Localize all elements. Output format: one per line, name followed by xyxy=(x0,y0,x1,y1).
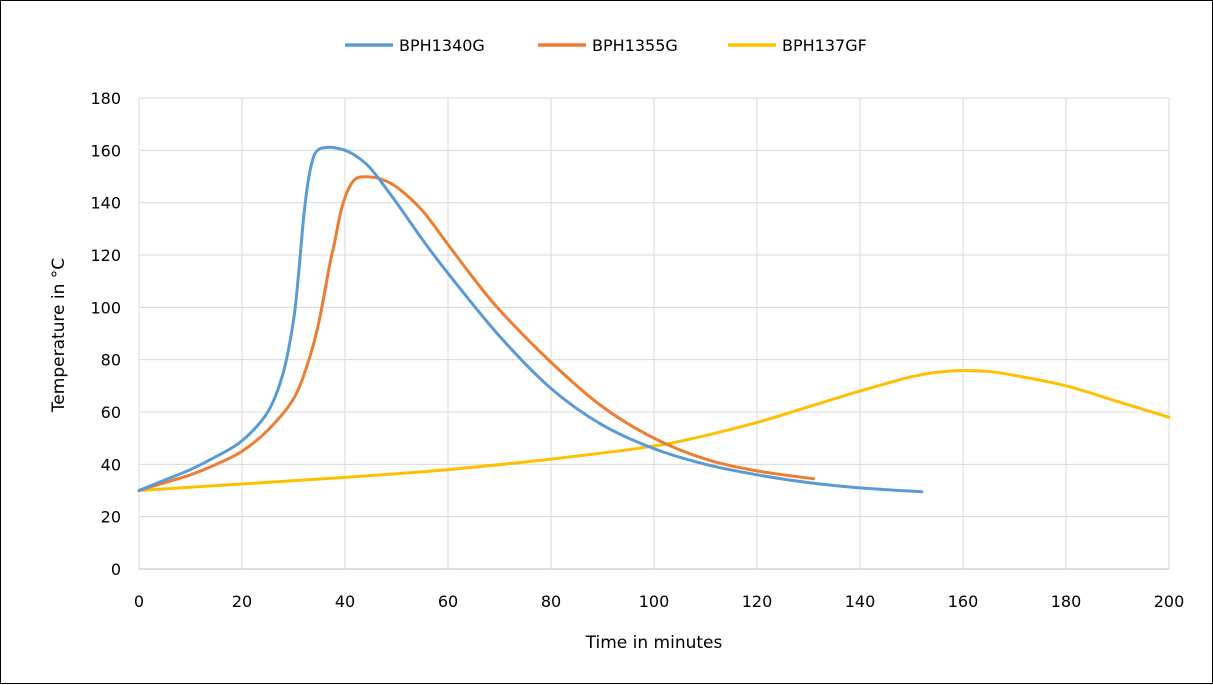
y-tick-label: 60 xyxy=(101,403,121,422)
x-axis-title: Time in minutes xyxy=(585,633,723,653)
x-tick-label: 180 xyxy=(1051,592,1082,611)
y-tick-label: 100 xyxy=(90,298,121,317)
legend-label: BPH1340G xyxy=(399,36,485,55)
y-tick-label: 160 xyxy=(90,141,121,160)
axes: 0 20 40 60 80 100 120 140 160 180 0 20 40 60 80 100 120 1… xyxy=(90,89,1184,611)
x-tick-label: 160 xyxy=(948,592,979,611)
legend: BPH1340G BPH1355G BPH137GF xyxy=(345,36,867,55)
series-lines xyxy=(137,145,1171,494)
legend-label: BPH1355G xyxy=(592,36,678,55)
y-tick-label: 40 xyxy=(101,455,121,474)
y-tick-label: 0 xyxy=(111,560,121,579)
series-line-bph137gf xyxy=(137,369,1171,492)
x-tick-label: 200 xyxy=(1154,592,1185,611)
x-tick-label: 0 xyxy=(134,592,144,611)
series-line-bph1340g xyxy=(137,145,924,494)
x-tick-label: 100 xyxy=(639,592,670,611)
x-tick-label: 40 xyxy=(335,592,355,611)
x-tick-label: 20 xyxy=(232,592,252,611)
y-axis-title: Temperature in °C xyxy=(49,258,69,413)
x-tick-label: 120 xyxy=(742,592,773,611)
y-tick-label: 140 xyxy=(90,194,121,213)
y-tick-label: 180 xyxy=(90,89,121,108)
grid xyxy=(138,97,1170,570)
x-tick-label: 80 xyxy=(541,592,561,611)
x-tick-label: 60 xyxy=(438,592,458,611)
y-tick-label: 120 xyxy=(90,246,121,265)
x-tick-label: 140 xyxy=(845,592,876,611)
y-tick-label: 20 xyxy=(101,508,121,527)
legend-label: BPH137GF xyxy=(782,36,867,55)
y-tick-label: 80 xyxy=(101,351,121,370)
series-line-bph1355g xyxy=(137,175,816,492)
